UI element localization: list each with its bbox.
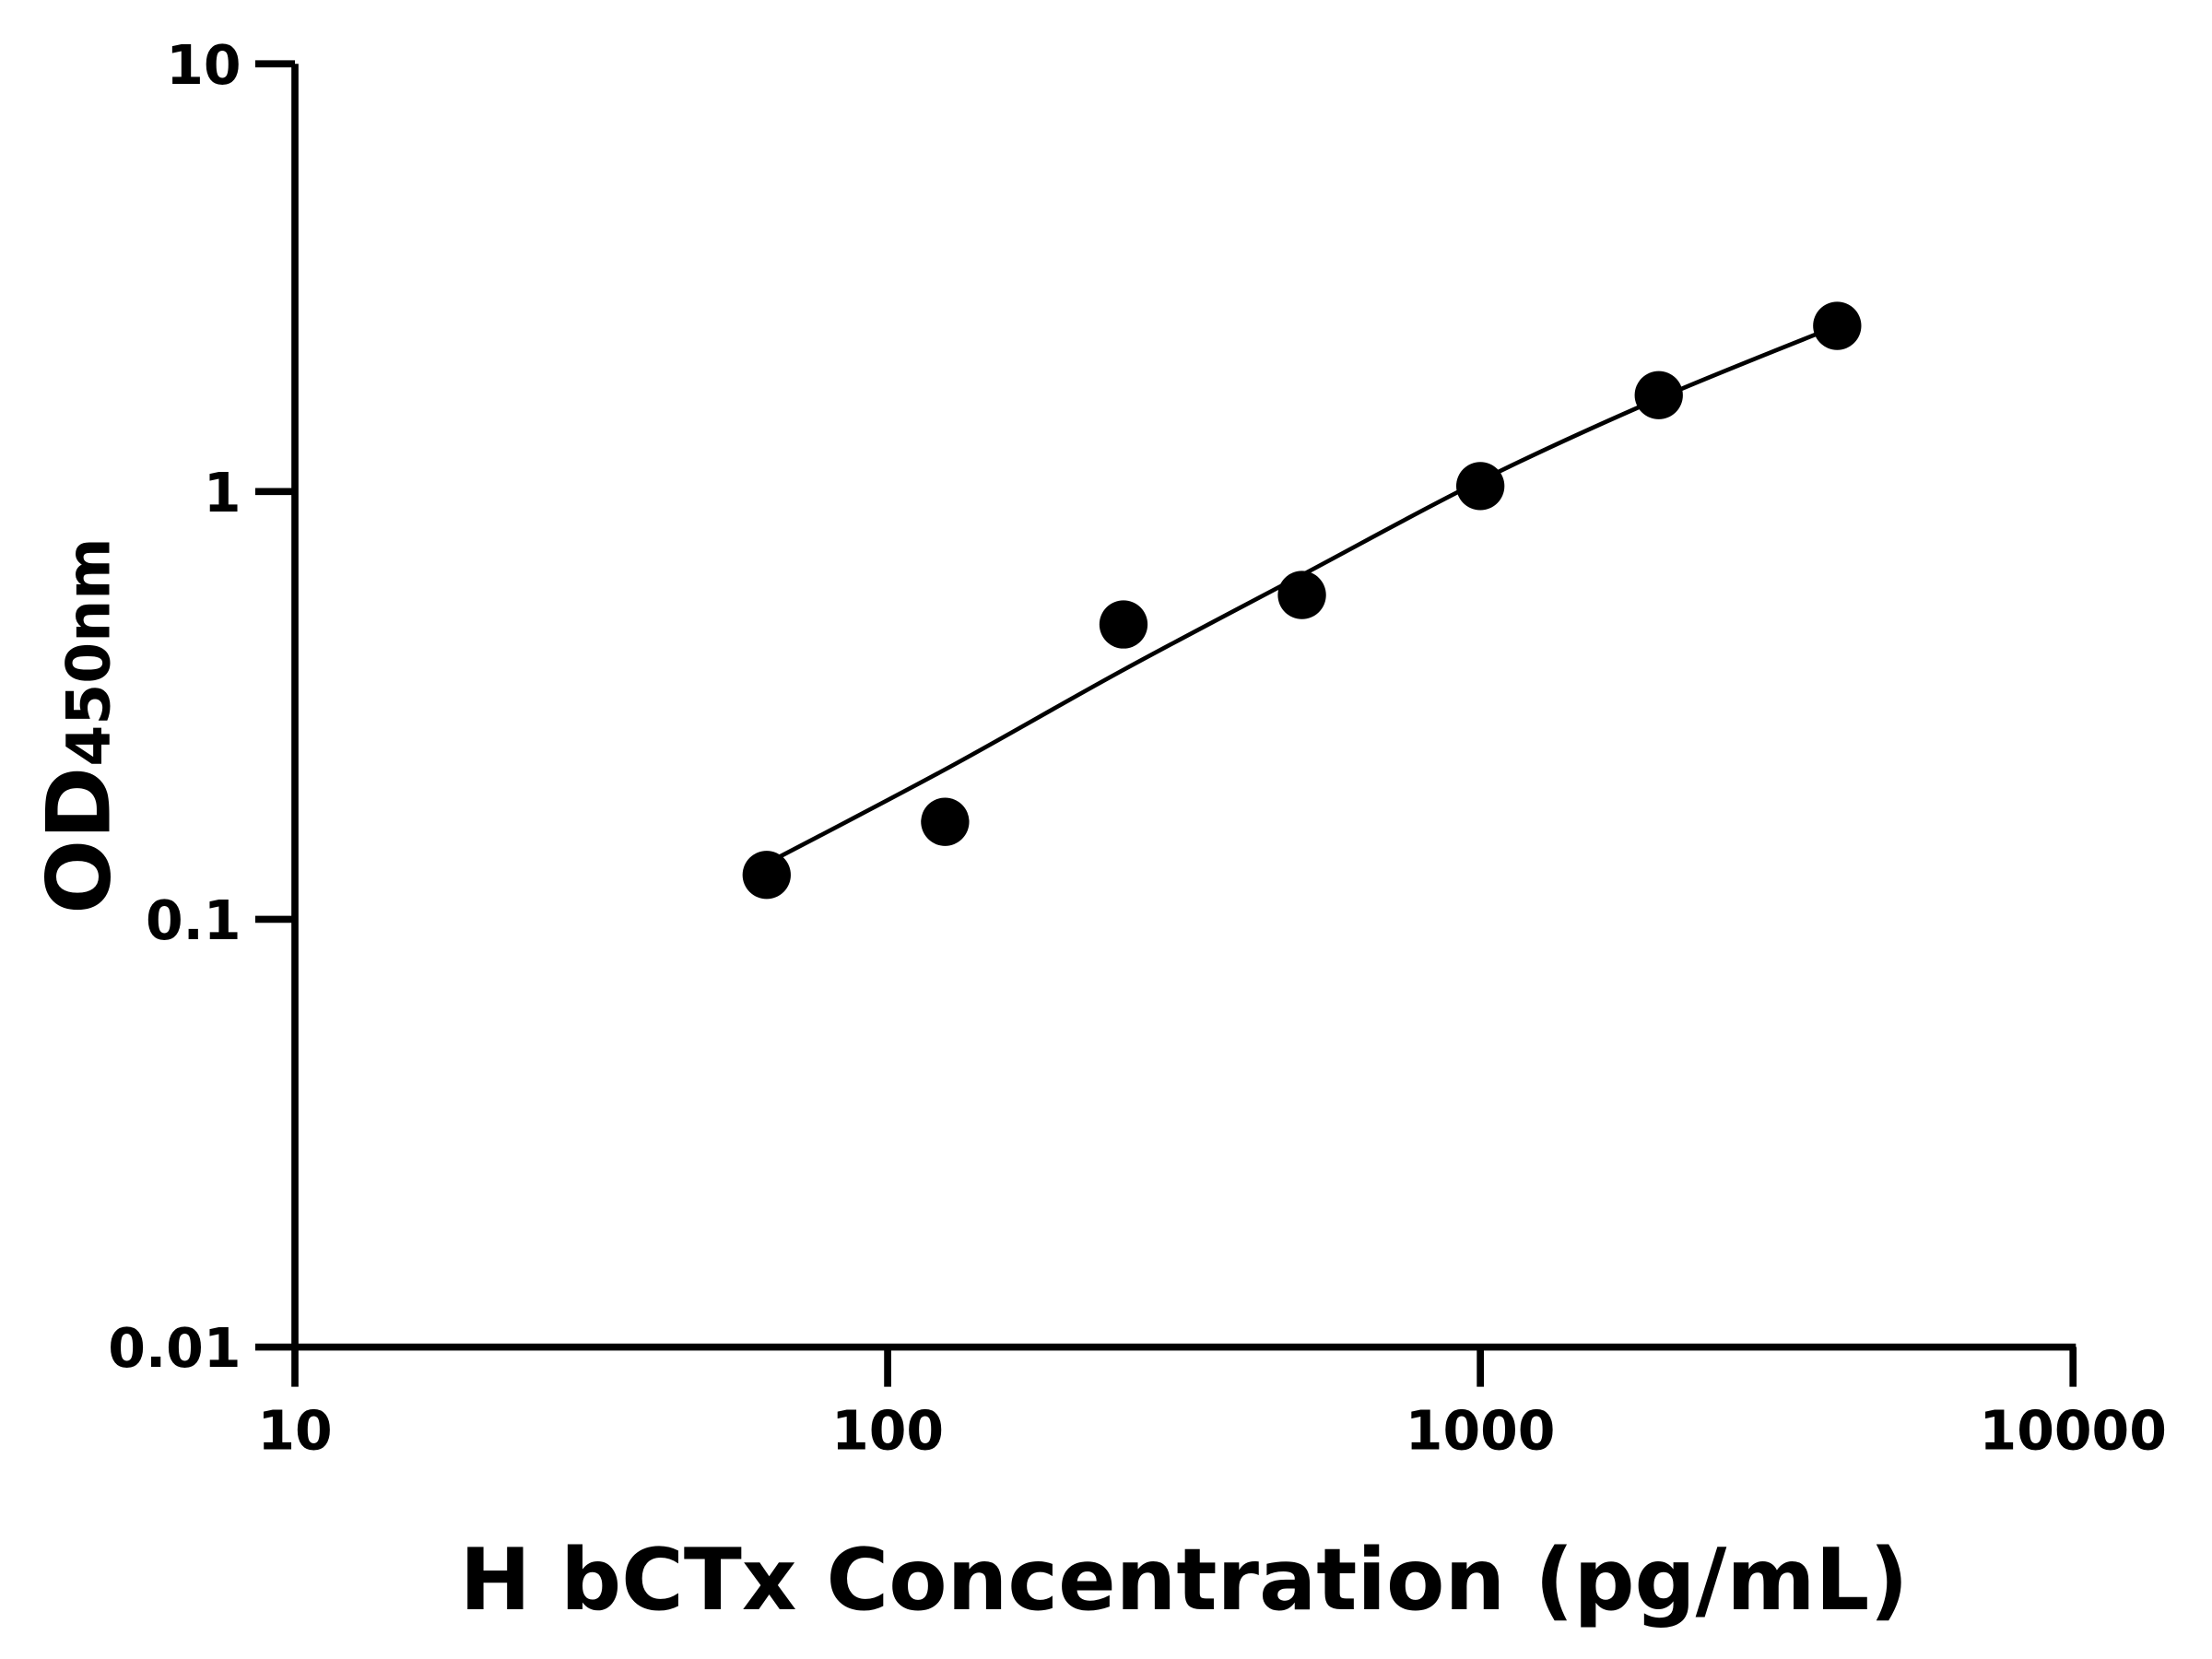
- x-tick-label: 10: [257, 1399, 332, 1462]
- data-point: [1277, 571, 1326, 619]
- x-tick-label: 10000: [1980, 1399, 2167, 1462]
- data-points: [742, 301, 1862, 900]
- x-tick-label: 1000: [1406, 1399, 1556, 1462]
- y-tick-label: 0.01: [108, 1317, 241, 1380]
- data-point: [1634, 371, 1683, 419]
- svg-text:OD450nm: OD450nm: [28, 537, 130, 913]
- x-axis-label: H bCTx Concentration (pg/mL): [460, 1530, 1909, 1630]
- y-tick-label: 10: [166, 34, 241, 97]
- data-point: [1099, 600, 1148, 649]
- y-axis-label-main: OD: [28, 767, 130, 914]
- axes: 10 100 1000 10000 0.01 0.1 1 10: [108, 34, 2167, 1463]
- y-axis-label: OD450nm: [28, 537, 130, 913]
- y-axis-label-sub: 450nm: [54, 537, 124, 766]
- y-tick-label: 1: [204, 462, 241, 524]
- y-tick-label: 0.1: [146, 889, 241, 952]
- x-tick-label: 100: [831, 1399, 944, 1462]
- data-point: [1456, 462, 1505, 511]
- data-point: [1813, 301, 1862, 350]
- data-point: [742, 851, 791, 900]
- data-point: [921, 797, 970, 846]
